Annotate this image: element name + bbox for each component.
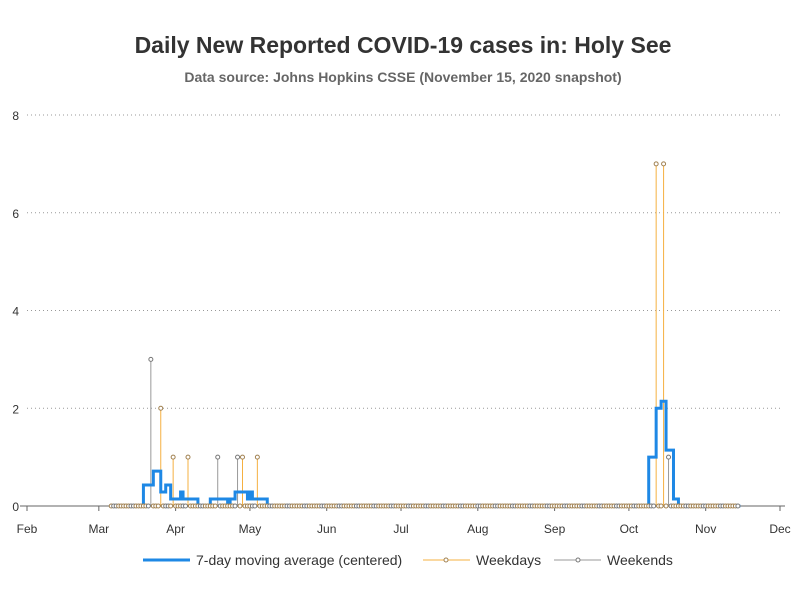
weekday-point: [158, 405, 164, 411]
legend-marker-weekdays: [443, 557, 449, 563]
x-tick-label: Nov: [695, 522, 716, 536]
weekday-point: [239, 454, 245, 460]
x-tick-label: Apr: [166, 522, 185, 536]
weekend-point: [215, 454, 221, 460]
daily-markers: [108, 161, 741, 509]
chart-title: Daily New Reported COVID-19 cases in: Ho…: [135, 32, 672, 58]
x-tick-label: Mar: [88, 522, 109, 536]
weekend-point: [735, 503, 741, 509]
weekday-point: [212, 503, 218, 509]
legend-label-weekdays: Weekdays: [476, 552, 541, 568]
x-tick-label: Feb: [17, 522, 38, 536]
weekday-point: [254, 454, 260, 460]
weekday-point: [661, 161, 667, 167]
y-tick-label: 0: [12, 500, 19, 514]
x-tick-label: Dec: [769, 522, 790, 536]
weekday-point: [185, 454, 191, 460]
weekend-point: [183, 503, 189, 509]
weekend-point: [145, 503, 151, 509]
weekend-point: [651, 503, 657, 509]
weekend-point: [232, 503, 238, 509]
weekday-point: [155, 503, 161, 509]
x-tick-label: Jun: [317, 522, 336, 536]
legend-label-weekends: Weekends: [607, 552, 673, 568]
daily-needles: [150, 163, 670, 506]
x-tick-label: Sep: [544, 522, 566, 536]
weekday-point: [170, 454, 176, 460]
y-tick-label: 2: [12, 402, 19, 416]
y-tick-label: 8: [12, 109, 19, 123]
weekend-point: [252, 503, 258, 509]
x-axis: Feb Mar Apr May Jun Jul Aug Sep Oct Nov Dec: [17, 505, 791, 536]
weekday-point: [658, 503, 664, 509]
chart-subtitle: Data source: Johns Hopkins CSSE (Novembe…: [184, 69, 621, 85]
weekend-point: [235, 454, 241, 460]
weekday-point: [168, 503, 174, 509]
weekend-point: [666, 454, 672, 460]
x-tick-label: Jul: [393, 522, 408, 536]
y-grid: [27, 114, 780, 409]
x-tick-label: May: [239, 522, 262, 536]
weekday-point: [237, 503, 243, 509]
y-axis-tick-labels: 0 2 4 6 8: [12, 109, 19, 514]
moving-average-layer: [111, 399, 741, 508]
x-tick-label: Aug: [467, 522, 488, 536]
y-tick-label: 4: [12, 305, 19, 319]
y-tick-label: 6: [12, 207, 19, 221]
legend: 7-day moving average (centered) Weekdays…: [143, 552, 673, 568]
x-tick-label: Oct: [620, 522, 639, 536]
legend-label-moving-average: 7-day moving average (centered): [196, 552, 402, 568]
weekday-point: [663, 503, 669, 509]
moving-average-line: [111, 399, 741, 508]
weekend-point: [148, 356, 154, 362]
legend-marker-weekends: [575, 557, 581, 563]
weekday-point: [653, 161, 659, 167]
